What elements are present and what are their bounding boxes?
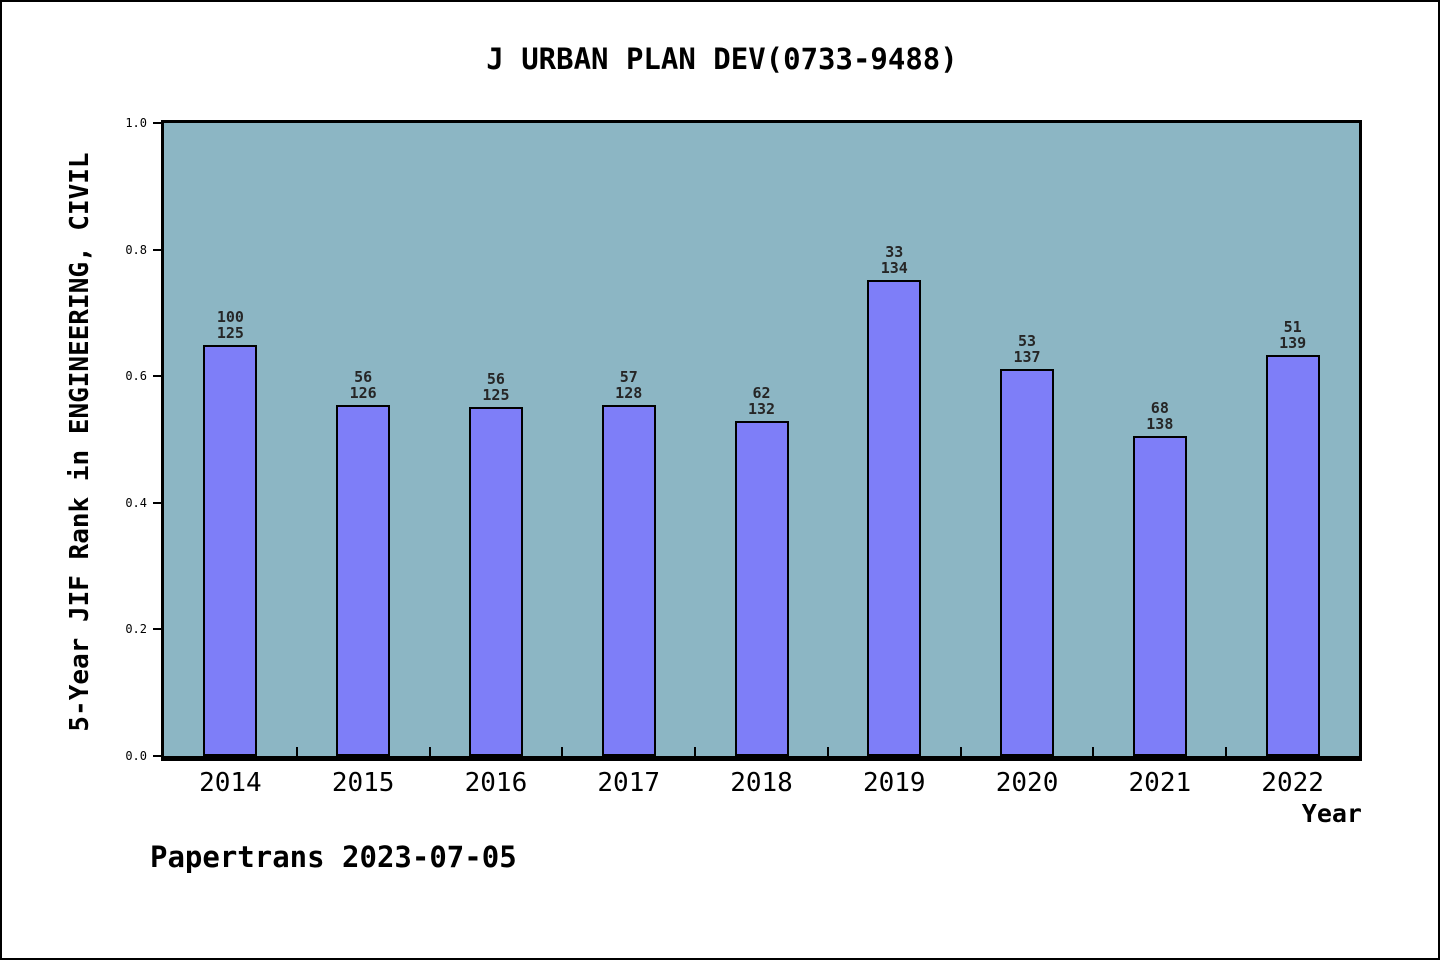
y-tick-mark	[153, 122, 162, 124]
y-tick-label-0.8: 0.8	[125, 242, 147, 257]
bar-2015	[336, 405, 391, 756]
x-tick-label-2022: 2022	[1261, 768, 1324, 798]
bar-2018	[734, 421, 789, 756]
plot-area: 100 125 56 126 56 125 57 128 62 132 33 134 53 137 68 13…	[161, 120, 1362, 761]
bar-value-label: 62 132	[747, 384, 776, 418]
y-axis-label: 5-Year JIF Rank in ENGINEERING, CIVIL	[65, 152, 95, 732]
x-tick-label-2020: 2020	[995, 768, 1059, 798]
x-tick-label-2021: 2021	[1128, 768, 1192, 798]
x-minor-tick	[295, 747, 298, 756]
bar-value-label: 56 125	[482, 370, 510, 404]
x-axis-label: Year	[1301, 799, 1362, 828]
x-minor-tick	[561, 747, 564, 756]
bar-2022	[1265, 355, 1320, 756]
y-tick-mark	[153, 755, 162, 757]
x-tick-label-2016: 2016	[464, 768, 528, 798]
bar-value-label: 56 126	[349, 368, 377, 402]
x-tick-label-2015: 2015	[331, 768, 395, 798]
y-tick-mark	[153, 375, 162, 378]
y-tick-label-0.2: 0.2	[125, 622, 147, 637]
bar-2019	[867, 280, 922, 756]
x-minor-tick	[1225, 747, 1228, 756]
bar-2017	[601, 405, 656, 756]
x-tick-label-2017: 2017	[597, 768, 661, 798]
bar-2021	[1132, 436, 1187, 756]
x-minor-tick	[694, 747, 697, 756]
x-tick-label-2018: 2018	[730, 768, 793, 798]
bar-2016	[468, 407, 523, 756]
x-minor-tick	[1092, 747, 1095, 756]
bar-value-label: 100 125	[216, 308, 244, 342]
y-tick-mark	[153, 501, 162, 504]
x-tick-label-2014: 2014	[199, 768, 262, 798]
bar-value-label: 57 128	[615, 368, 643, 402]
footer-note: Papertrans 2023-07-05	[150, 840, 517, 874]
x-minor-tick	[428, 747, 431, 756]
y-tick-label-0.6: 0.6	[125, 369, 147, 384]
bar-value-label: 53 137	[1013, 332, 1041, 366]
bar-value-label: 68 138	[1146, 399, 1174, 433]
x-minor-tick	[959, 747, 962, 756]
y-tick-mark	[153, 248, 162, 251]
bar-value-label: 33 134	[880, 243, 908, 277]
bar-2020	[1000, 369, 1055, 756]
x-tick-label-2019: 2019	[862, 768, 926, 798]
bar-value-label: 51 139	[1279, 318, 1307, 352]
y-tick-label-1.0: 1.0	[125, 116, 147, 130]
bar-2014	[203, 345, 258, 756]
y-tick-label-0.0: 0.0	[125, 749, 147, 763]
chart-title: J URBAN PLAN DEV(0733-9488)	[486, 42, 958, 76]
x-minor-tick	[826, 747, 829, 756]
y-tick-mark	[153, 628, 162, 631]
y-tick-label-0.4: 0.4	[125, 495, 147, 510]
